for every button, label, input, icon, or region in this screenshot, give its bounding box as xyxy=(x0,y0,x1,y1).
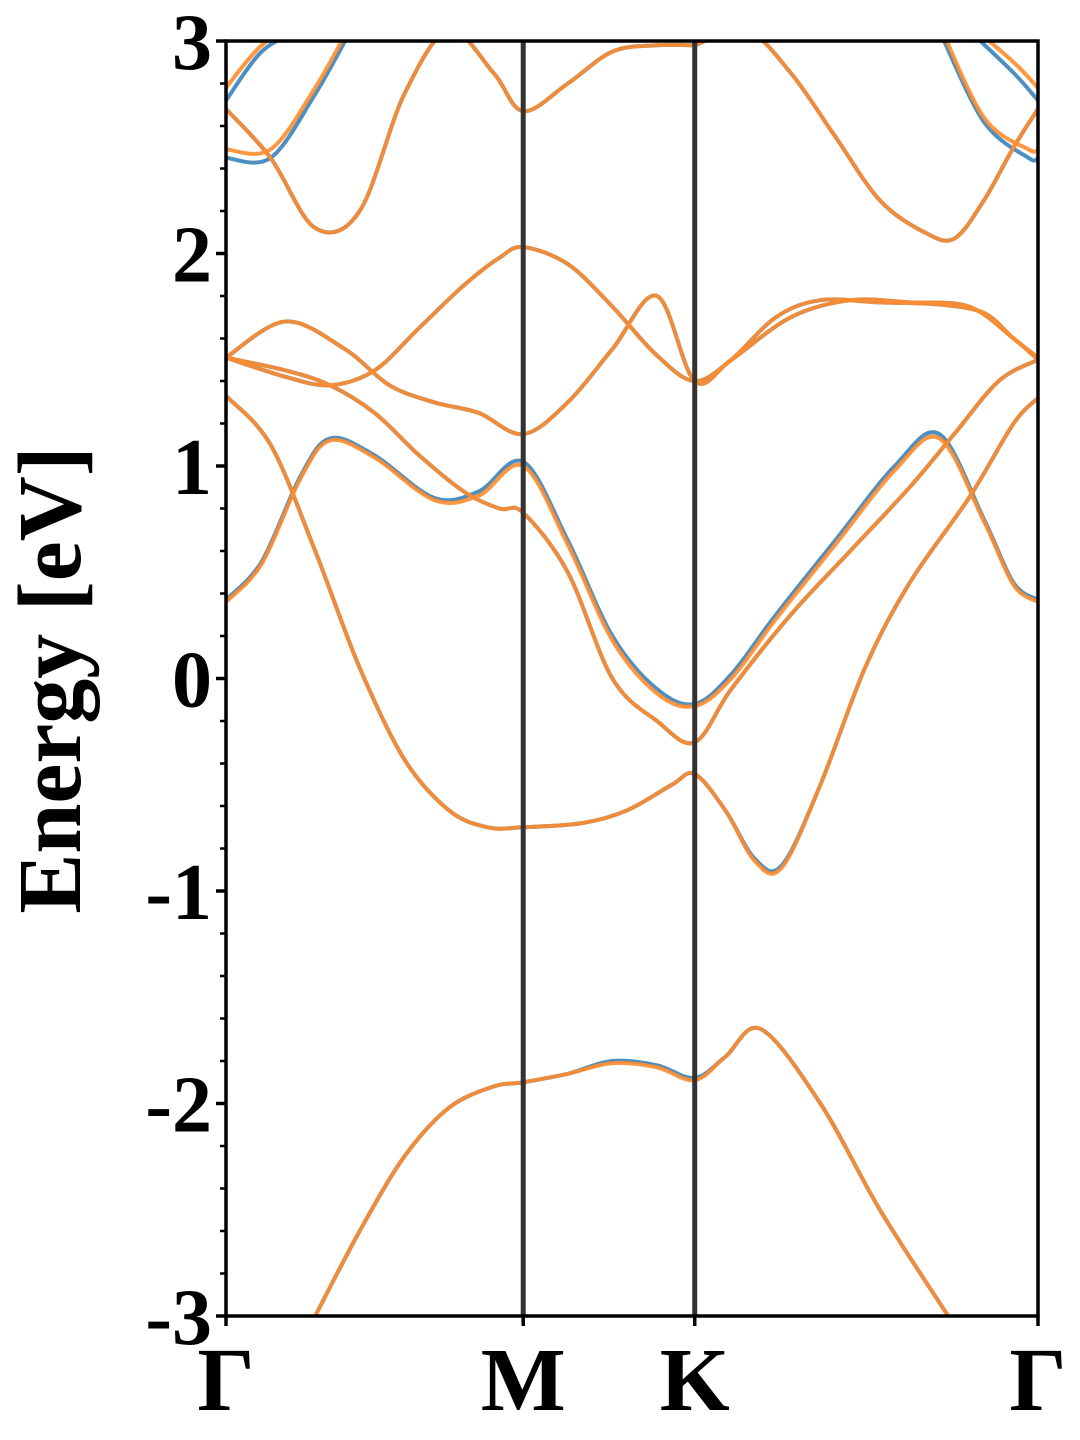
band-line-2-7 xyxy=(226,41,697,235)
plot-frame xyxy=(224,39,1040,1318)
band-line-2-11 xyxy=(944,41,1038,154)
y-axis-title: Energy [eV] xyxy=(1,446,100,913)
y-tick-label: 1 xyxy=(172,424,212,512)
band-line-1-1 xyxy=(313,1025,951,1316)
band-line-2-9 xyxy=(226,41,271,90)
band-line-2-4 xyxy=(226,355,1038,746)
y-axis-ticks: -3 -2 -1 0 1 2 3 xyxy=(145,0,226,1362)
band-line-1-8 xyxy=(692,41,1038,243)
y-tick-label: 3 xyxy=(172,0,212,87)
band-line-2-12 xyxy=(986,41,1038,90)
bands-layer xyxy=(226,41,1038,1316)
band-line-1-11 xyxy=(941,41,1038,163)
y-tick-label: 0 xyxy=(172,637,212,725)
high-symmetry-lines xyxy=(520,41,698,1316)
x-tick-label: K xyxy=(660,1331,730,1430)
band-line-2-5 xyxy=(226,293,1038,437)
band-line-2-3 xyxy=(226,434,1038,709)
band-line-1-4 xyxy=(226,355,1038,746)
band-line-2-2 xyxy=(226,393,1038,876)
axes-frame xyxy=(224,39,1040,1318)
x-tick-label: M xyxy=(481,1331,566,1430)
y-tick-label: -1 xyxy=(145,849,212,937)
y-tick-label: -3 xyxy=(145,1274,212,1362)
band-line-2-6 xyxy=(226,245,1038,388)
band-line-2-8 xyxy=(692,41,1038,243)
band-line-2-10 xyxy=(226,41,344,156)
band-line-1-12 xyxy=(977,41,1038,103)
band-line-1-9 xyxy=(226,41,282,103)
y-tick-label: -2 xyxy=(145,1062,212,1150)
series-2 xyxy=(226,41,1038,1316)
x-tick-label: Γ xyxy=(197,1331,254,1430)
band-line-1-3 xyxy=(226,430,1038,707)
band-line-1-10 xyxy=(226,41,348,165)
x-tick-label: Γ xyxy=(1009,1331,1066,1430)
y-tick-label: 2 xyxy=(172,212,212,300)
band-line-2-1 xyxy=(313,1025,951,1316)
